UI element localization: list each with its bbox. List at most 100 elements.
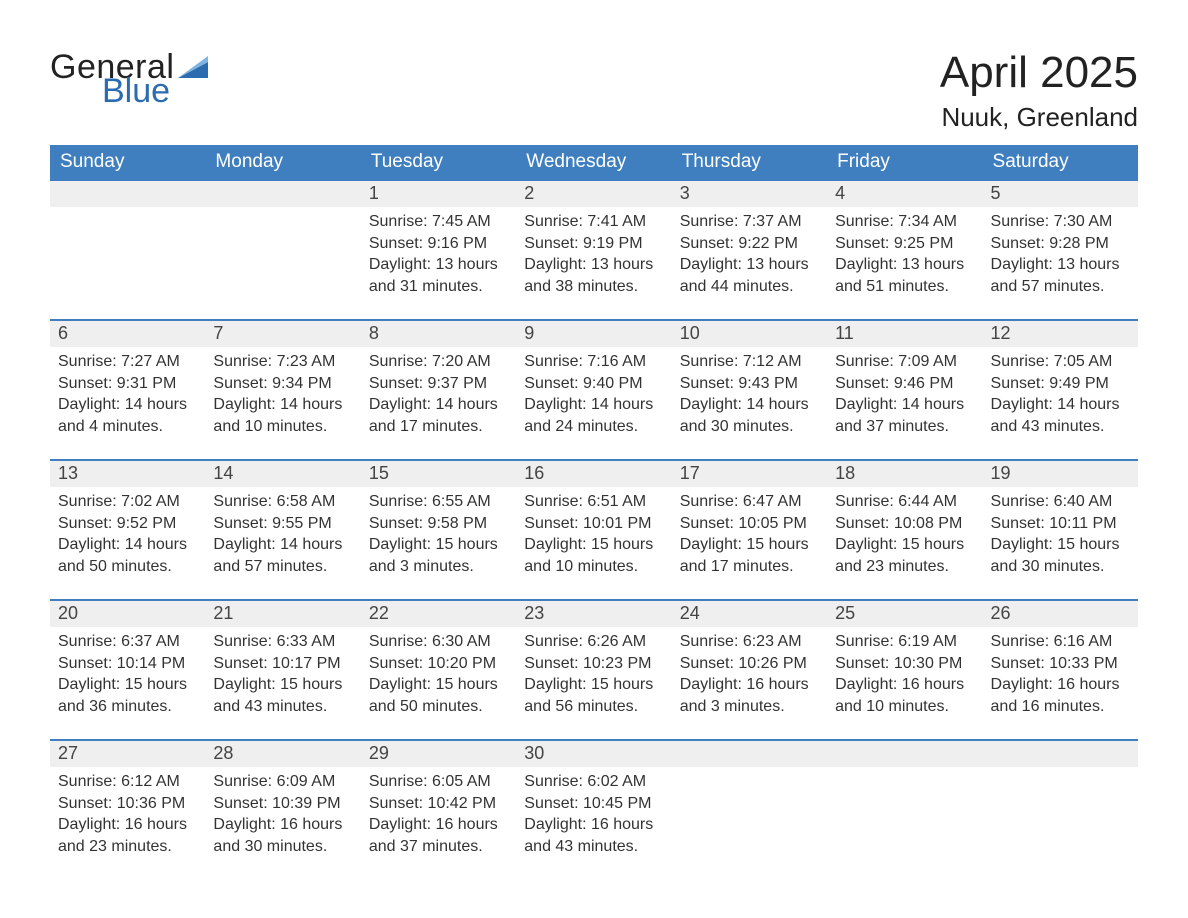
sunset-line: Sunset: 9:58 PM	[369, 513, 508, 535]
day-cell: 30Sunrise: 6:02 AMSunset: 10:45 PMDaylig…	[516, 740, 671, 879]
day-cell: 22Sunrise: 6:30 AMSunset: 10:20 PMDaylig…	[361, 600, 516, 740]
week-row: 1Sunrise: 7:45 AMSunset: 9:16 PMDaylight…	[50, 180, 1138, 320]
weekday-header: Wednesday	[516, 145, 671, 180]
day-body: Sunrise: 7:37 AMSunset: 9:22 PMDaylight:…	[672, 207, 827, 303]
sunset-line: Sunset: 10:14 PM	[58, 653, 197, 675]
day-body: Sunrise: 7:41 AMSunset: 9:19 PMDaylight:…	[516, 207, 671, 303]
sunset-line: Sunset: 10:23 PM	[524, 653, 663, 675]
daylight-line: Daylight: 15 hours and 17 minutes.	[680, 534, 819, 577]
day-number: 17	[672, 461, 827, 487]
day-number: 4	[827, 181, 982, 207]
sunset-line: Sunset: 9:40 PM	[524, 373, 663, 395]
day-number: 18	[827, 461, 982, 487]
day-cell: 13Sunrise: 7:02 AMSunset: 9:52 PMDayligh…	[50, 460, 205, 600]
day-number: 14	[205, 461, 360, 487]
day-number: 21	[205, 601, 360, 627]
day-body: Sunrise: 6:40 AMSunset: 10:11 PMDaylight…	[983, 487, 1138, 583]
day-number: 9	[516, 321, 671, 347]
weekday-header: Friday	[827, 145, 982, 180]
day-cell: 3Sunrise: 7:37 AMSunset: 9:22 PMDaylight…	[672, 180, 827, 320]
sunset-line: Sunset: 9:46 PM	[835, 373, 974, 395]
daylight-line: Daylight: 15 hours and 23 minutes.	[835, 534, 974, 577]
day-cell: 21Sunrise: 6:33 AMSunset: 10:17 PMDaylig…	[205, 600, 360, 740]
topbar: General Blue April 2025 Nuuk, Greenland	[50, 50, 1138, 133]
day-body: Sunrise: 6:55 AMSunset: 9:58 PMDaylight:…	[361, 487, 516, 583]
day-body: Sunrise: 7:12 AMSunset: 9:43 PMDaylight:…	[672, 347, 827, 443]
logo: General Blue	[50, 50, 208, 108]
daylight-line: Daylight: 16 hours and 16 minutes.	[991, 674, 1130, 717]
day-number: 27	[50, 741, 205, 767]
sunset-line: Sunset: 9:22 PM	[680, 233, 819, 255]
sunset-line: Sunset: 10:11 PM	[991, 513, 1130, 535]
day-body: Sunrise: 6:12 AMSunset: 10:36 PMDaylight…	[50, 767, 205, 863]
sunrise-line: Sunrise: 6:16 AM	[991, 631, 1130, 653]
weekday-header: Saturday	[983, 145, 1138, 180]
daylight-line: Daylight: 16 hours and 30 minutes.	[213, 814, 352, 857]
day-cell: 19Sunrise: 6:40 AMSunset: 10:11 PMDaylig…	[983, 460, 1138, 600]
day-body: Sunrise: 7:34 AMSunset: 9:25 PMDaylight:…	[827, 207, 982, 303]
daylight-line: Daylight: 13 hours and 31 minutes.	[369, 254, 508, 297]
day-body: Sunrise: 6:47 AMSunset: 10:05 PMDaylight…	[672, 487, 827, 583]
day-body: Sunrise: 6:26 AMSunset: 10:23 PMDaylight…	[516, 627, 671, 723]
day-number	[50, 181, 205, 207]
sunset-line: Sunset: 10:01 PM	[524, 513, 663, 535]
day-cell: 11Sunrise: 7:09 AMSunset: 9:46 PMDayligh…	[827, 320, 982, 460]
day-cell: 23Sunrise: 6:26 AMSunset: 10:23 PMDaylig…	[516, 600, 671, 740]
sunset-line: Sunset: 9:19 PM	[524, 233, 663, 255]
daylight-line: Daylight: 16 hours and 3 minutes.	[680, 674, 819, 717]
daylight-line: Daylight: 13 hours and 51 minutes.	[835, 254, 974, 297]
day-cell: 16Sunrise: 6:51 AMSunset: 10:01 PMDaylig…	[516, 460, 671, 600]
day-body: Sunrise: 6:16 AMSunset: 10:33 PMDaylight…	[983, 627, 1138, 723]
sunrise-line: Sunrise: 7:45 AM	[369, 211, 508, 233]
week-row: 13Sunrise: 7:02 AMSunset: 9:52 PMDayligh…	[50, 460, 1138, 600]
sunrise-line: Sunrise: 6:02 AM	[524, 771, 663, 793]
daylight-line: Daylight: 14 hours and 43 minutes.	[991, 394, 1130, 437]
daylight-line: Daylight: 15 hours and 56 minutes.	[524, 674, 663, 717]
sunrise-line: Sunrise: 6:51 AM	[524, 491, 663, 513]
day-cell: 8Sunrise: 7:20 AMSunset: 9:37 PMDaylight…	[361, 320, 516, 460]
day-body: Sunrise: 7:09 AMSunset: 9:46 PMDaylight:…	[827, 347, 982, 443]
daylight-line: Daylight: 16 hours and 23 minutes.	[58, 814, 197, 857]
day-cell: 26Sunrise: 6:16 AMSunset: 10:33 PMDaylig…	[983, 600, 1138, 740]
day-body: Sunrise: 6:33 AMSunset: 10:17 PMDaylight…	[205, 627, 360, 723]
day-number: 23	[516, 601, 671, 627]
day-body: Sunrise: 7:02 AMSunset: 9:52 PMDaylight:…	[50, 487, 205, 583]
day-cell: 10Sunrise: 7:12 AMSunset: 9:43 PMDayligh…	[672, 320, 827, 460]
daylight-line: Daylight: 16 hours and 43 minutes.	[524, 814, 663, 857]
day-number: 11	[827, 321, 982, 347]
day-body: Sunrise: 7:16 AMSunset: 9:40 PMDaylight:…	[516, 347, 671, 443]
day-number	[983, 741, 1138, 767]
sunset-line: Sunset: 9:52 PM	[58, 513, 197, 535]
day-number: 29	[361, 741, 516, 767]
title-block: April 2025 Nuuk, Greenland	[940, 50, 1138, 133]
day-body: Sunrise: 6:58 AMSunset: 9:55 PMDaylight:…	[205, 487, 360, 583]
day-number: 10	[672, 321, 827, 347]
sunrise-line: Sunrise: 6:58 AM	[213, 491, 352, 513]
day-cell: 7Sunrise: 7:23 AMSunset: 9:34 PMDaylight…	[205, 320, 360, 460]
sunset-line: Sunset: 10:36 PM	[58, 793, 197, 815]
day-cell: 18Sunrise: 6:44 AMSunset: 10:08 PMDaylig…	[827, 460, 982, 600]
daylight-line: Daylight: 14 hours and 50 minutes.	[58, 534, 197, 577]
day-number: 28	[205, 741, 360, 767]
daylight-line: Daylight: 15 hours and 30 minutes.	[991, 534, 1130, 577]
calendar-table: Sunday Monday Tuesday Wednesday Thursday…	[50, 145, 1138, 879]
sunset-line: Sunset: 10:39 PM	[213, 793, 352, 815]
sunrise-line: Sunrise: 6:55 AM	[369, 491, 508, 513]
day-number: 26	[983, 601, 1138, 627]
weekday-header: Tuesday	[361, 145, 516, 180]
daylight-line: Daylight: 15 hours and 36 minutes.	[58, 674, 197, 717]
sunrise-line: Sunrise: 6:44 AM	[835, 491, 974, 513]
day-number: 24	[672, 601, 827, 627]
sunrise-line: Sunrise: 6:23 AM	[680, 631, 819, 653]
sunset-line: Sunset: 10:08 PM	[835, 513, 974, 535]
day-cell	[827, 740, 982, 879]
day-cell: 5Sunrise: 7:30 AMSunset: 9:28 PMDaylight…	[983, 180, 1138, 320]
sunrise-line: Sunrise: 6:30 AM	[369, 631, 508, 653]
day-number	[205, 181, 360, 207]
day-body: Sunrise: 6:44 AMSunset: 10:08 PMDaylight…	[827, 487, 982, 583]
day-cell: 25Sunrise: 6:19 AMSunset: 10:30 PMDaylig…	[827, 600, 982, 740]
day-number: 7	[205, 321, 360, 347]
weekday-header-row: Sunday Monday Tuesday Wednesday Thursday…	[50, 145, 1138, 180]
sunrise-line: Sunrise: 7:30 AM	[991, 211, 1130, 233]
sunset-line: Sunset: 10:42 PM	[369, 793, 508, 815]
